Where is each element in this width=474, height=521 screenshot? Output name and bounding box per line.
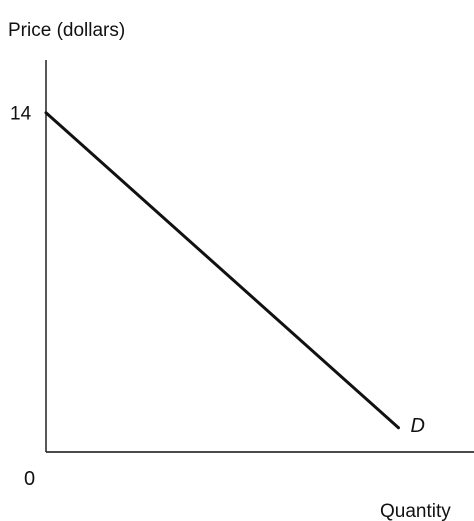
origin-label: 0 (24, 468, 35, 490)
demand-curve-label: D (410, 415, 424, 437)
y-ticks: 14 (10, 104, 32, 125)
x-axis-label: Quantity (380, 501, 451, 521)
series-layer: D (44, 111, 425, 437)
y-axis-label: Price (dollars) (8, 20, 125, 41)
y-tick-label-14: 14 (10, 104, 32, 125)
demand-curve (44, 111, 400, 430)
